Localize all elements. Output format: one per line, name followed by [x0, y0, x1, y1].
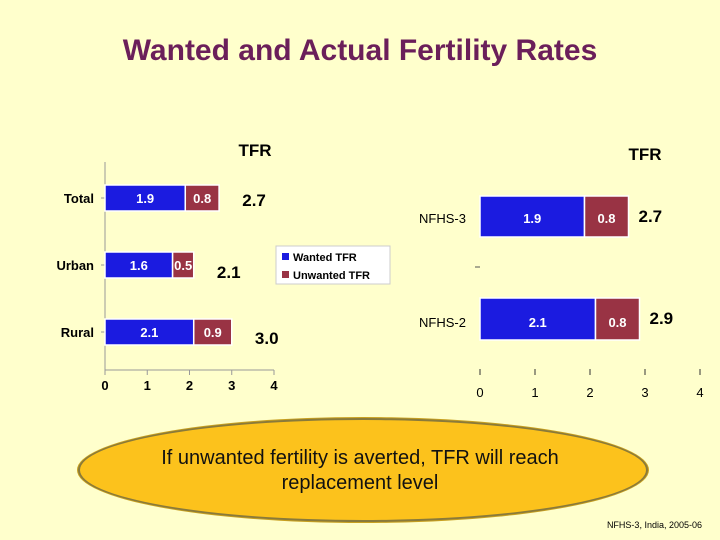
chart-title: TFR: [628, 145, 661, 164]
bar-value-label: 0.5: [174, 258, 192, 273]
x-tick-label: 2: [586, 385, 593, 400]
x-tick-label: 2: [186, 378, 193, 393]
source-note: NFHS-3, India, 2005-06: [606, 520, 702, 530]
legend-swatch-unwanted: [282, 271, 289, 278]
slide-title: Wanted and Actual Fertility Rates: [122, 34, 598, 67]
bar-wanted: [104, 251, 174, 279]
legend-swatch-wanted: [282, 253, 289, 260]
x-tick-label: 3: [641, 385, 648, 400]
bar-unwanted: [184, 184, 220, 212]
category-label: Total: [64, 191, 94, 206]
x-tick-label: 0: [101, 378, 108, 393]
total-label: 3.0: [255, 329, 279, 348]
bar-unwanted: [171, 251, 195, 279]
x-tick-label: 0: [476, 385, 483, 400]
x-tick-label: 4: [696, 385, 703, 400]
bar-value-label: 0.8: [608, 315, 626, 330]
category-label: Urban: [56, 258, 94, 273]
x-tick-label: 1: [531, 385, 538, 400]
total-label: 2.1: [217, 263, 241, 282]
bar-value-label: 1.9: [523, 211, 541, 226]
legend-label-wanted: Wanted TFR: [293, 252, 357, 264]
bar-unwanted: [192, 318, 233, 346]
total-label: 2.7: [242, 191, 266, 210]
chart-title: TFR: [238, 141, 271, 160]
category-label: NFHS-3: [419, 211, 466, 226]
bar-value-label: 0.8: [597, 211, 615, 226]
bar-value-label: 2.1: [140, 325, 158, 340]
legend-label-unwanted: Unwanted TFR: [293, 270, 370, 282]
bar-unwanted: [594, 297, 641, 341]
x-tick-label: 3: [228, 378, 235, 393]
total-label: 2.9: [650, 309, 674, 328]
legend-box: [275, 245, 391, 285]
x-tick-label: 1: [144, 378, 151, 393]
bar-unwanted: [583, 195, 630, 238]
x-tick-label: 4: [270, 378, 278, 393]
bar-value-label: 0.8: [193, 191, 211, 206]
bar-wanted: [479, 195, 586, 238]
bar-wanted: [479, 297, 597, 341]
total-label: 2.7: [639, 207, 663, 226]
callout-text: If unwanted fertility is averted, TFR wi…: [161, 447, 559, 494]
legend: Wanted TFR Unwanted TFR: [275, 245, 391, 285]
bar-wanted: [104, 318, 195, 346]
category-label: NFHS-2: [419, 315, 466, 330]
bar-value-label: 1.9: [136, 191, 154, 206]
bar-value-label: 2.1: [529, 315, 547, 330]
bar-value-label: 1.6: [130, 258, 148, 273]
category-label: Rural: [61, 325, 94, 340]
bar-value-label: 0.9: [204, 325, 222, 340]
callout-ellipse: [78, 418, 648, 522]
